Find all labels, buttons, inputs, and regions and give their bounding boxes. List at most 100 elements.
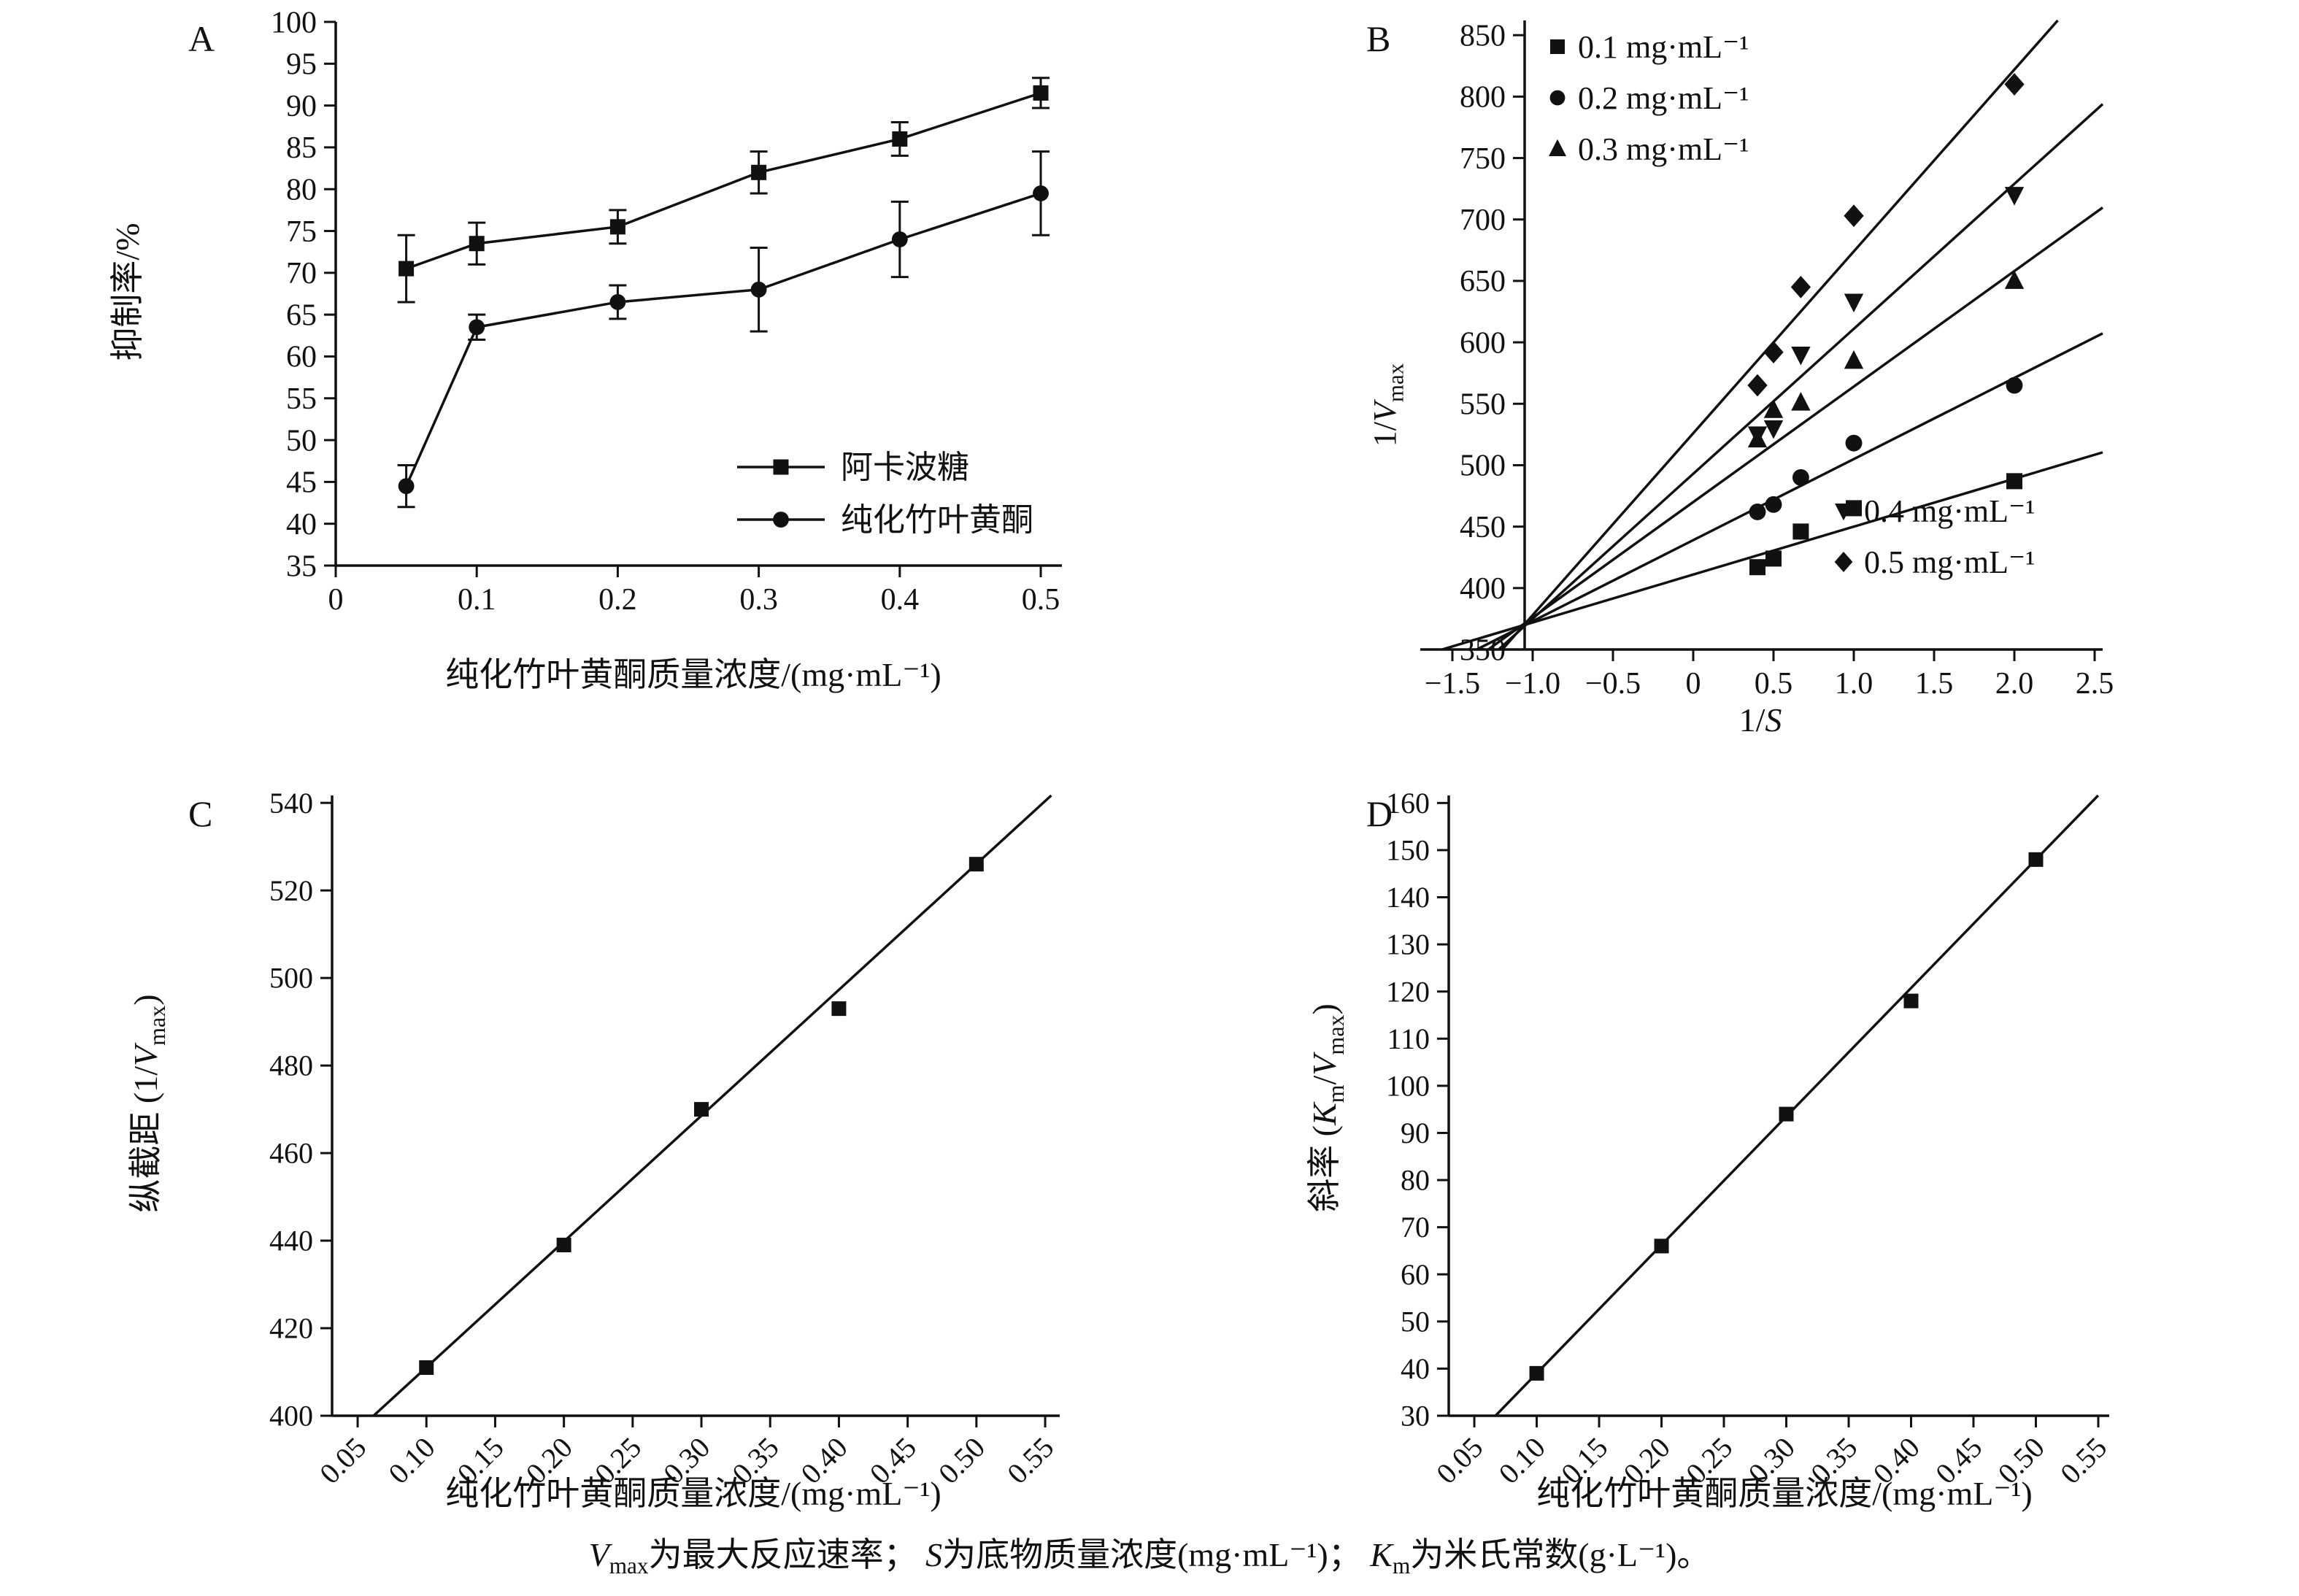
svg-text:90: 90	[286, 90, 317, 123]
svg-text:850: 850	[1460, 19, 1506, 53]
svg-text:800: 800	[1460, 81, 1506, 115]
panel-a-inhibition-rate-chart: 35 40 45 50 55 60 65 70 75 80 85 90 95 100 0 0.1 0.2 0.3 0…	[109, 6, 1062, 693]
axes: 30 40 50 60 70 80 90 100 110 120 130 140 150 160 0.05 0…	[1306, 787, 2113, 1512]
svg-text:0.5: 0.5	[1755, 667, 1793, 701]
svg-text:1.0: 1.0	[1835, 667, 1874, 701]
axes: 35 40 45 50 55 60 65 70 75 80 85 90 95 100 0 0.1 0.2 0.3 0…	[109, 6, 1062, 693]
svg-text:600: 600	[1460, 326, 1506, 360]
series-纯化竹叶黄酮	[397, 150, 1050, 509]
svg-text:1/Vmax: 1/Vmax	[1367, 363, 1409, 447]
svg-text:420: 420	[269, 1312, 313, 1345]
svg-text:460: 460	[269, 1137, 313, 1170]
svg-text:2.0: 2.0	[1995, 667, 2034, 701]
svg-text:−0.5: −0.5	[1585, 667, 1641, 701]
svg-text:抑制率/%: 抑制率/%	[109, 223, 146, 361]
svg-text:0.4 mg·mL⁻¹: 0.4 mg·mL⁻¹	[1864, 493, 2035, 529]
svg-text:50: 50	[286, 424, 317, 458]
svg-text:75: 75	[286, 215, 317, 249]
fit-series	[372, 794, 1052, 1417]
svg-text:0.3: 0.3	[739, 583, 778, 617]
svg-text:400: 400	[1460, 572, 1506, 606]
svg-text:斜率 (Km/Vmax): 斜率 (Km/Vmax)	[1306, 1003, 1349, 1212]
svg-text:2.5: 2.5	[2076, 667, 2114, 701]
svg-text:440: 440	[269, 1225, 313, 1257]
svg-text:70: 70	[286, 257, 317, 290]
panel-b-letter: B	[1366, 18, 1391, 59]
series-0.2 mg·mL⁻¹	[1476, 332, 2103, 651]
svg-text:90: 90	[1401, 1117, 1430, 1149]
panel-d-slope-chart: 30 40 50 60 70 80 90 100 110 120 130 140 150 160 0.05 0…	[1306, 787, 2113, 1512]
legend-bottom-right: 0.4 mg·mL⁻¹ 0.5 mg·mL⁻¹	[1834, 493, 2035, 580]
svg-text:480: 480	[269, 1049, 313, 1082]
svg-text:阿卡波糖: 阿卡波糖	[841, 450, 969, 485]
svg-text:0.1 mg·mL⁻¹: 0.1 mg·mL⁻¹	[1578, 29, 1749, 65]
svg-text:550: 550	[1460, 388, 1506, 422]
svg-text:450: 450	[1460, 511, 1506, 544]
svg-text:60: 60	[286, 341, 317, 374]
svg-text:纯化竹叶黄酮质量浓度/(mg·mL⁻¹): 纯化竹叶黄酮质量浓度/(mg·mL⁻¹)	[1536, 1475, 2032, 1512]
svg-text:85: 85	[286, 131, 317, 165]
svg-text:0.2 mg·mL⁻¹: 0.2 mg·mL⁻¹	[1578, 80, 1749, 116]
svg-text:0: 0	[1686, 667, 1701, 701]
svg-text:0.05: 0.05	[1430, 1431, 1489, 1490]
fit-series	[1494, 794, 2100, 1417]
svg-text:650: 650	[1460, 265, 1506, 298]
series-0.4 mg·mL⁻¹	[1498, 103, 2104, 651]
panel-a-letter: A	[188, 18, 215, 59]
svg-text:80: 80	[1401, 1164, 1430, 1197]
svg-text:55: 55	[286, 382, 317, 416]
svg-text:0.10: 0.10	[382, 1431, 441, 1490]
svg-text:45: 45	[286, 466, 317, 500]
series-0.1 mg·mL⁻¹	[1441, 451, 2103, 651]
svg-text:110: 110	[1387, 1022, 1430, 1055]
svg-text:500: 500	[1460, 450, 1506, 483]
svg-text:0.4: 0.4	[881, 583, 920, 617]
svg-text:750: 750	[1460, 142, 1506, 176]
svg-text:−1.5: −1.5	[1425, 667, 1480, 701]
svg-text:400: 400	[269, 1400, 313, 1433]
svg-text:0.2: 0.2	[598, 583, 637, 617]
svg-text:0.5: 0.5	[1022, 583, 1060, 617]
svg-text:160: 160	[1386, 787, 1430, 820]
svg-text:520: 520	[269, 874, 313, 907]
svg-text:0.1: 0.1	[458, 583, 496, 617]
svg-text:100: 100	[271, 6, 317, 39]
svg-text:140: 140	[1386, 881, 1430, 914]
svg-text:40: 40	[1401, 1352, 1430, 1385]
svg-text:130: 130	[1386, 928, 1430, 961]
svg-text:纯化竹叶黄酮: 纯化竹叶黄酮	[841, 502, 1033, 538]
svg-text:150: 150	[1386, 834, 1430, 867]
legend-top-left: 0.1 mg·mL⁻¹ 0.2 mg·mL⁻¹ 0.3 mg·mL⁻¹	[1549, 29, 1749, 167]
svg-text:540: 540	[269, 787, 313, 820]
svg-text:700: 700	[1460, 204, 1506, 237]
svg-text:1/S: 1/S	[1739, 701, 1782, 739]
svg-text:40: 40	[286, 508, 317, 541]
svg-text:35: 35	[286, 550, 317, 583]
series-0.5 mg·mL⁻¹	[1501, 19, 2059, 651]
svg-text:0.05: 0.05	[313, 1431, 372, 1490]
svg-text:120: 120	[1386, 975, 1430, 1008]
series-0.3 mg·mL⁻¹	[1487, 206, 2104, 651]
figure-caption: Vmax为最大反应速率； S为底物质量浓度(mg·mL⁻¹)； Km为米氏常数(…	[588, 1536, 1711, 1579]
svg-text:70: 70	[1401, 1211, 1430, 1244]
svg-text:−1.0: −1.0	[1505, 667, 1560, 701]
svg-text:65: 65	[286, 298, 317, 332]
svg-text:80: 80	[286, 174, 317, 207]
svg-text:100: 100	[1386, 1069, 1430, 1102]
svg-text:纵截距 (1/Vmax): 纵截距 (1/Vmax)	[127, 994, 170, 1212]
svg-text:95: 95	[286, 48, 317, 82]
svg-text:500: 500	[269, 962, 313, 995]
series-阿卡波糖	[397, 77, 1050, 304]
svg-text:0.55: 0.55	[2054, 1431, 2113, 1490]
svg-text:纯化竹叶黄酮质量浓度/(mg·mL⁻¹): 纯化竹叶黄酮质量浓度/(mg·mL⁻¹)	[445, 656, 941, 693]
svg-text:0: 0	[328, 583, 344, 617]
svg-text:0.55: 0.55	[1001, 1431, 1060, 1490]
svg-text:0.3 mg·mL⁻¹: 0.3 mg·mL⁻¹	[1578, 131, 1749, 167]
svg-text:0.5 mg·mL⁻¹: 0.5 mg·mL⁻¹	[1864, 544, 2035, 580]
